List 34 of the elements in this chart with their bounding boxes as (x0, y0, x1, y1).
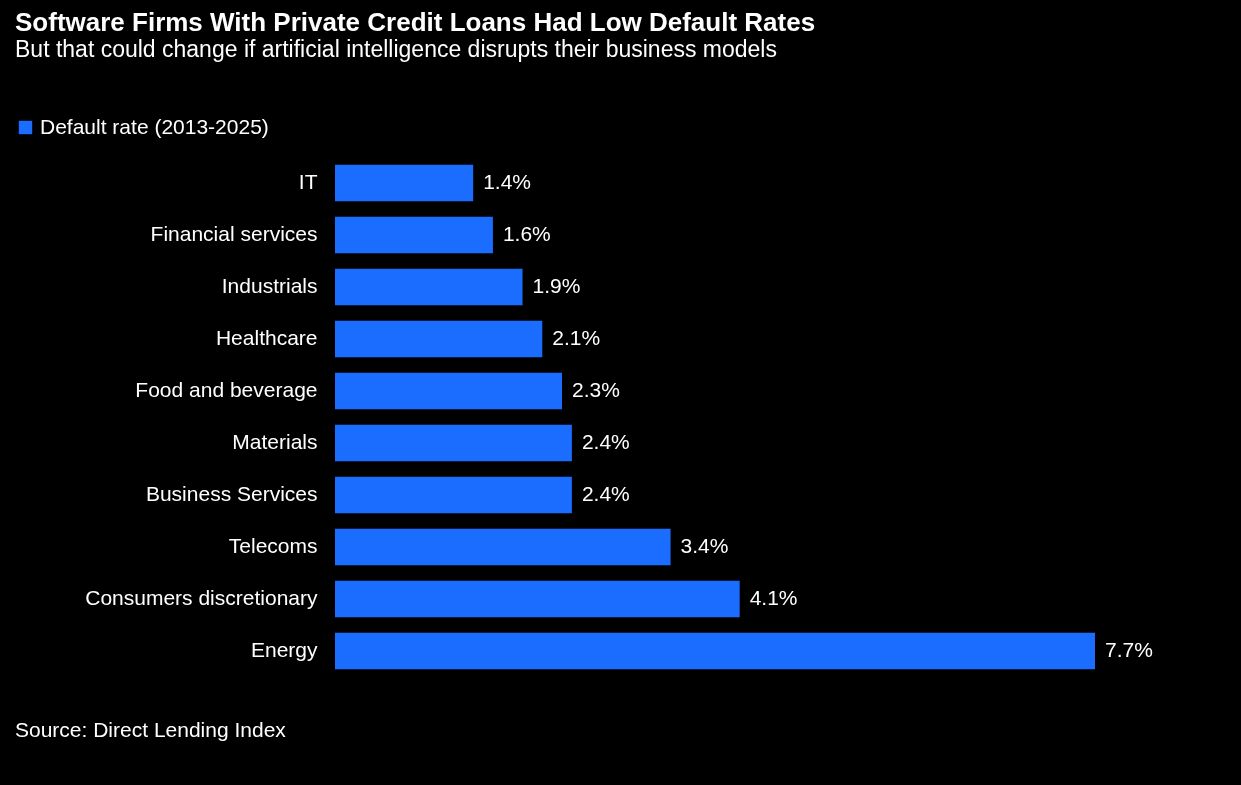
data-label: 2.3% (572, 378, 620, 401)
data-label: 1.4% (483, 170, 532, 193)
y-tick-label: Industrials (221, 274, 318, 297)
data-label: 2.4% (581, 430, 630, 453)
y-tick-label: Telecoms (228, 534, 318, 557)
data-label: 1.9% (532, 274, 581, 297)
legend-label: Default rate (2013-2025) (40, 114, 269, 138)
y-tick-label: Energy (250, 638, 318, 661)
chart-title: Software Firms With Private Credit Loans Had Low Default Rates (15, 7, 816, 37)
bar (335, 372, 563, 410)
bar (335, 268, 523, 306)
bar (335, 528, 671, 566)
y-tick-label: Food and beverage (135, 378, 318, 401)
data-label: 2.4% (581, 482, 630, 505)
y-tick-label: Financial services (150, 222, 318, 245)
bar (335, 580, 740, 618)
bar (335, 320, 543, 358)
bar (335, 632, 1095, 670)
y-tick-label: IT (298, 170, 318, 193)
data-label: 1.6% (502, 222, 551, 245)
bar (335, 216, 493, 254)
y-tick-label: Consumers discretionary (85, 586, 318, 609)
y-tick-label: Materials (232, 430, 318, 453)
bar (335, 424, 572, 462)
data-label: 2.1% (552, 326, 601, 349)
source-note: Source: Direct Lending Index (15, 718, 286, 742)
bar (335, 476, 572, 514)
y-tick-label: Business Services (145, 482, 318, 505)
y-tick-label: Healthcare (215, 326, 318, 349)
data-label: 4.1% (749, 586, 798, 609)
chart-subtitle: But that could change if artificial intelligence disrupts their business models (15, 36, 777, 62)
data-label: 7.7% (1105, 638, 1153, 661)
bar (335, 164, 474, 202)
data-label: 3.4% (680, 534, 729, 557)
